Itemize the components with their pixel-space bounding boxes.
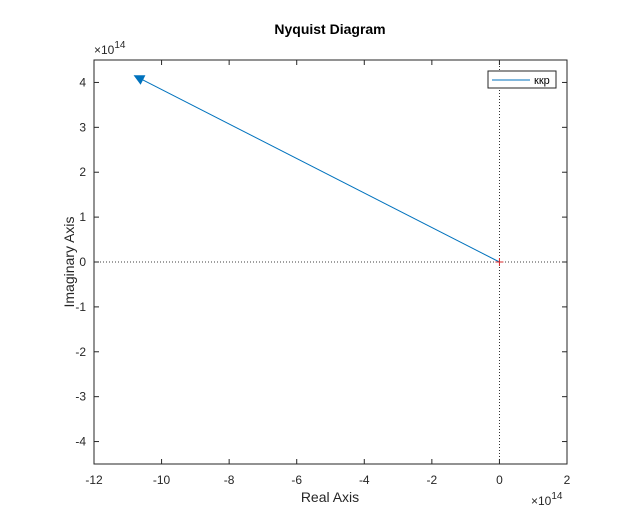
x-axis-label: Real Axis bbox=[301, 489, 359, 505]
x-tick-label: -6 bbox=[291, 473, 302, 487]
legend-entry: ккp bbox=[534, 75, 550, 87]
y-tick-label: 3 bbox=[79, 120, 86, 134]
x-tick-label: 0 bbox=[496, 473, 503, 487]
y-tick-label: 4 bbox=[79, 75, 86, 89]
x-tick-label: -10 bbox=[153, 473, 171, 487]
series-line-0 bbox=[134, 75, 500, 263]
legend: ккp bbox=[487, 70, 557, 89]
y-tick-label: 1 bbox=[79, 210, 86, 224]
y-exponent-power: 14 bbox=[114, 40, 126, 51]
x-tick-label: -8 bbox=[224, 473, 235, 487]
x-exponent-label: ×1014 bbox=[531, 491, 563, 508]
x-exponent-base: ×10 bbox=[531, 494, 552, 508]
series-arrowhead-0 bbox=[133, 75, 146, 85]
y-ticks: -4 -3 -2 -1 0 1 2 3 4 bbox=[75, 75, 567, 449]
y-tick-label: -4 bbox=[75, 435, 86, 449]
x-tick-label: -2 bbox=[427, 473, 438, 487]
y-axis-label: Imaginary Axis bbox=[61, 216, 77, 307]
x-tick-label: 2 bbox=[564, 473, 571, 487]
chart-title: Nyquist Diagram bbox=[274, 21, 385, 37]
y-exponent-base: ×10 bbox=[94, 43, 115, 57]
y-tick-label: -2 bbox=[75, 345, 86, 359]
series-layer bbox=[133, 75, 504, 266]
x-tick-label: -4 bbox=[359, 473, 370, 487]
y-tick-label: 0 bbox=[79, 255, 86, 269]
y-tick-label: -3 bbox=[75, 390, 86, 404]
y-tick-label: 2 bbox=[79, 165, 86, 179]
x-ticks: -12 -10 -8 -6 -4 -2 0 2 bbox=[85, 60, 571, 487]
y-tick-label: -1 bbox=[75, 300, 86, 314]
y-exponent-label: ×1014 bbox=[94, 40, 126, 57]
x-tick-label: -12 bbox=[85, 473, 103, 487]
x-exponent-power: 14 bbox=[551, 491, 563, 502]
